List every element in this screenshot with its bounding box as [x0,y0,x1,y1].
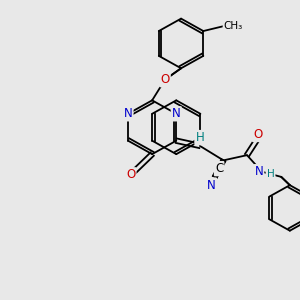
Text: H: H [196,131,204,144]
Text: N: N [124,107,132,120]
Text: O: O [160,73,169,86]
Text: O: O [253,128,262,141]
Text: H: H [267,169,274,179]
Text: CH₃: CH₃ [224,21,243,31]
Text: N: N [254,165,263,178]
Text: N: N [172,107,181,120]
Text: C: C [215,162,223,175]
Text: O: O [126,168,135,181]
Text: N: N [207,179,216,192]
